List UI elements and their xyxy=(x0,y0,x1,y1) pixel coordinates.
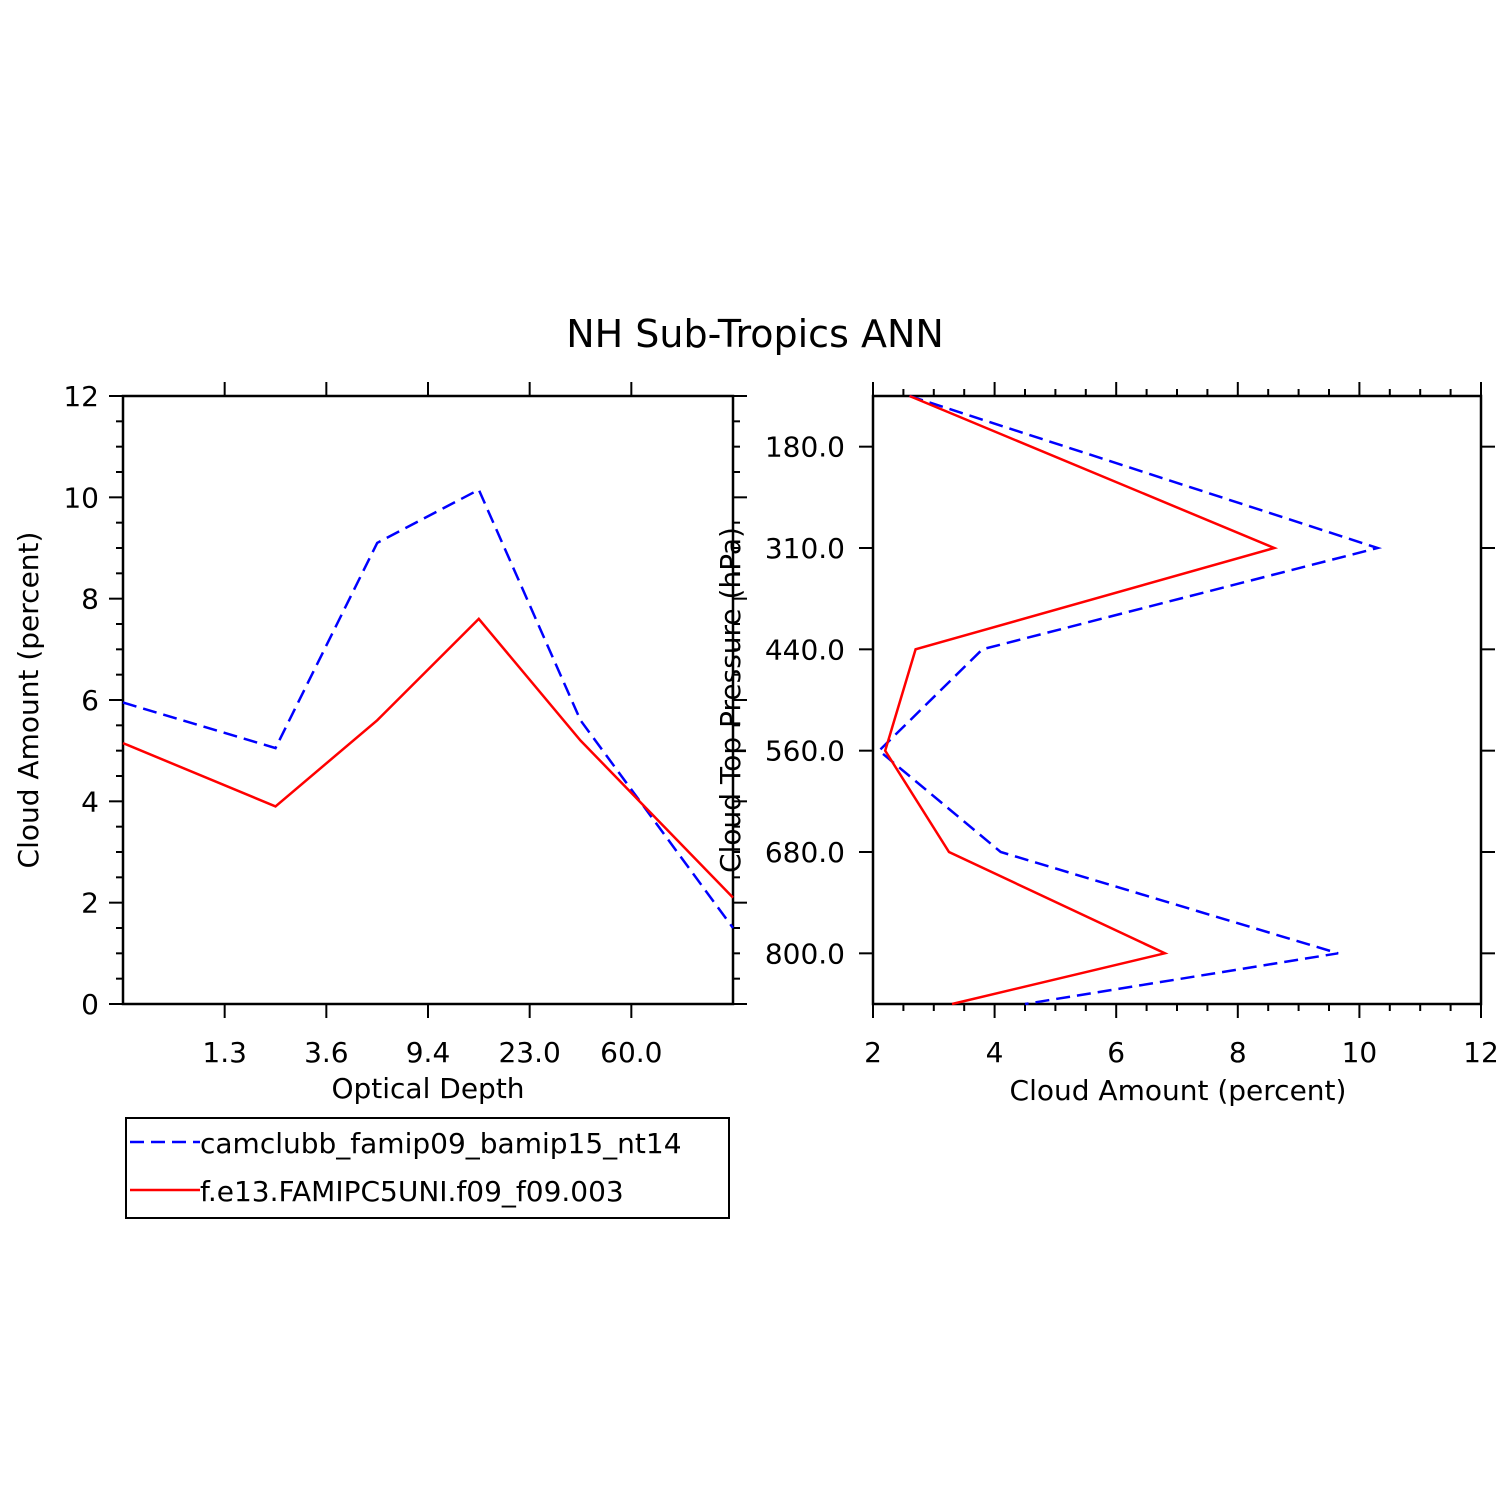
right-y-tick-label: 800.0 xyxy=(765,937,845,970)
right-series-line-1 xyxy=(877,394,1383,1006)
right-x-tick-label: 2 xyxy=(864,1036,882,1069)
left-y-tick-label: 4 xyxy=(81,785,99,818)
right-series-line-2 xyxy=(883,394,1279,1006)
left-y-tick-label: 8 xyxy=(81,583,99,616)
right-y-tick-label: 310.0 xyxy=(765,532,845,565)
right-y-tick-label: 680.0 xyxy=(765,836,845,869)
right-x-tick-label: 8 xyxy=(1229,1036,1247,1069)
right-plot-frame xyxy=(871,394,1483,1006)
left-series-line-1 xyxy=(122,487,735,929)
left-y-tick-label: 2 xyxy=(81,887,99,920)
right-x-tick-label: 4 xyxy=(986,1036,1004,1069)
legend: camclubb_famip09_bamip15_nt14 f.e13.FAMI… xyxy=(125,1117,730,1219)
right-x-axis-label: Cloud Amount (percent) xyxy=(1010,1074,1347,1107)
left-y-tick-label: 12 xyxy=(63,380,99,413)
left-series-line-2 xyxy=(122,617,734,899)
right-y-tick-label: 560.0 xyxy=(765,735,845,768)
right-y-axis-label: Cloud Top Pressure (hPa) xyxy=(714,527,747,873)
legend-box xyxy=(125,1117,730,1219)
left-x-tick-label: 3.6 xyxy=(304,1036,349,1069)
left-x-tick-label: 1.3 xyxy=(202,1036,247,1069)
figure-title: NH Sub-Tropics ANN xyxy=(566,312,944,356)
left-y-tick-label: 0 xyxy=(81,988,99,1021)
left-y-tick-label: 6 xyxy=(81,684,99,717)
right-x-tick-label: 10 xyxy=(1342,1036,1378,1069)
right-chart-pressure-profile: Cloud Amount (percent) Cloud Top Pressur… xyxy=(714,382,1499,1107)
left-x-axis-label: Optical Depth xyxy=(331,1072,524,1105)
left-plot-frame xyxy=(121,394,735,1006)
left-x-tick-label: 60.0 xyxy=(600,1036,662,1069)
left-x-tick-label: 9.4 xyxy=(406,1036,451,1069)
left-y-axis-label: Cloud Amount (percent) xyxy=(12,532,45,869)
right-y-tick-label: 180.0 xyxy=(765,431,845,464)
left-y-tick-label: 10 xyxy=(63,481,99,514)
left-x-tick-label: 23.0 xyxy=(498,1036,560,1069)
legend-label-series-1: camclubb_famip09_bamip15_nt14 xyxy=(200,1127,682,1160)
right-y-tick-label: 440.0 xyxy=(765,633,845,666)
legend-label-series-2: f.e13.FAMIPC5UNI.f09_f09.003 xyxy=(200,1175,624,1208)
left-chart-optical-depth: Optical Depth Cloud Amount (percent) 0 2 4… xyxy=(12,380,747,1105)
right-x-tick-label: 12 xyxy=(1463,1036,1499,1069)
right-x-tick-label: 6 xyxy=(1107,1036,1125,1069)
